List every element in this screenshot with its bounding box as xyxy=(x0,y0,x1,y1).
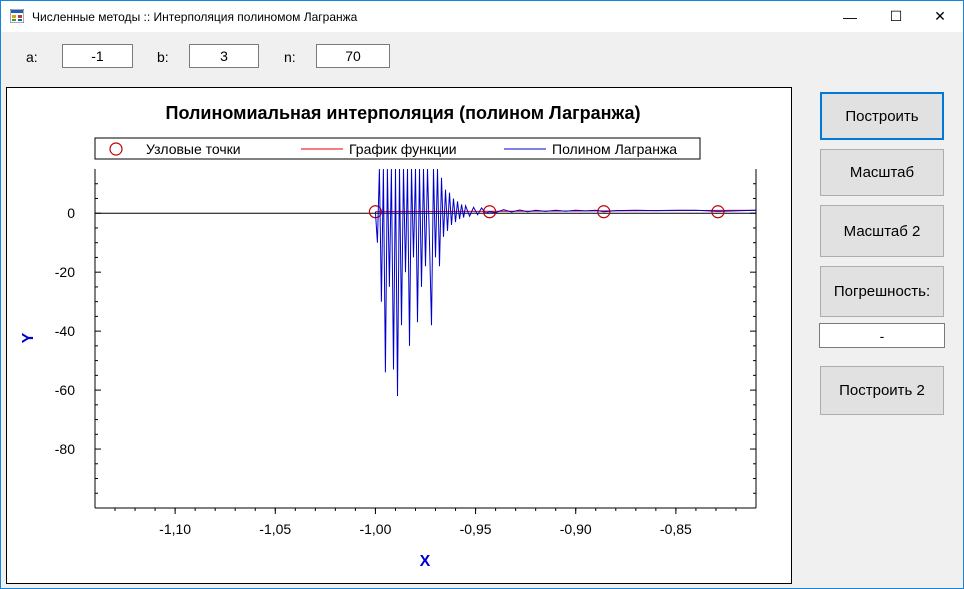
node-point xyxy=(711,205,725,219)
node-point xyxy=(597,205,611,219)
y-tick-label: -60 xyxy=(55,382,75,398)
chart-legend: Узловые точки График функции Полином Лаг… xyxy=(94,137,701,160)
x-axis-label: X xyxy=(420,553,431,570)
build-button[interactable]: Построить xyxy=(820,92,944,140)
n-input[interactable] xyxy=(316,44,390,68)
b-label: b: xyxy=(157,49,169,65)
legend-nodes-marker xyxy=(109,142,123,156)
close-icon: ✕ xyxy=(934,8,946,24)
chart-panel: Полиномиальная интерполяция (полином Лаг… xyxy=(6,87,792,584)
b-input[interactable] xyxy=(189,44,259,68)
scale2-button[interactable]: Масштаб 2 xyxy=(820,205,944,257)
lagrange-line xyxy=(374,169,756,397)
legend-nodes-label: Узловые точки xyxy=(146,141,241,157)
y-tick-label: -40 xyxy=(55,323,75,339)
title-bar: Численные методы :: Интерполяция полином… xyxy=(1,1,963,32)
app-icon xyxy=(10,9,24,23)
legend-poly-label: Полином Лагранжа xyxy=(552,141,677,157)
y-tick-label: 0 xyxy=(67,205,75,221)
x-tick-label: -1,05 xyxy=(259,521,291,537)
y-tick-label: -20 xyxy=(55,264,75,280)
y-tick-label: -80 xyxy=(55,441,75,457)
plot-area xyxy=(95,169,756,397)
x-tick-label: -0,85 xyxy=(660,521,692,537)
scale-button[interactable]: Масштаб xyxy=(820,149,944,196)
interpolation-chart: Полиномиальная интерполяция (полином Лаг… xyxy=(20,103,757,570)
a-label: a: xyxy=(26,49,38,65)
n-label: n: xyxy=(284,49,296,65)
legend-function-label: График функции xyxy=(349,141,457,157)
y-axis-label: Y xyxy=(20,332,37,343)
minimize-icon: — xyxy=(843,8,857,25)
x-tick-label: -0,90 xyxy=(560,521,592,537)
error-button[interactable]: Погрешность: xyxy=(820,266,944,317)
close-button[interactable]: ✕ xyxy=(917,1,963,32)
x-tick-label: -1,00 xyxy=(359,521,391,537)
error-output xyxy=(819,323,945,348)
chart-axes: 0 -20 -40 -60 -80 -1,10 -1,05 -1,00 -0,95 -0,90 -0… xyxy=(55,169,757,537)
x-tick-label: -1,10 xyxy=(159,521,191,537)
chart-title: Полиномиальная интерполяция (полином Лаг… xyxy=(166,103,641,123)
maximize-button[interactable]: ☐ xyxy=(873,1,919,32)
x-tick-label: -0,95 xyxy=(460,521,492,537)
build2-button[interactable]: Построить 2 xyxy=(820,366,944,415)
minimize-button[interactable]: — xyxy=(827,1,873,32)
a-input[interactable] xyxy=(62,44,133,68)
window-title: Численные методы :: Интерполяция полином… xyxy=(32,10,358,24)
maximize-icon: ☐ xyxy=(889,8,903,24)
